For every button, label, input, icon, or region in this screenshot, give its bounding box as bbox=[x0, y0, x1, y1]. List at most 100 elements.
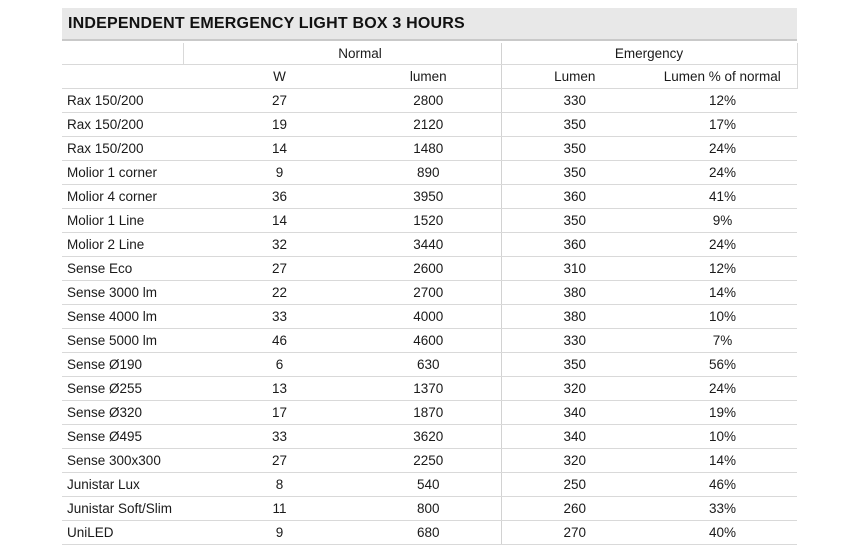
lumen-cell: 4000 bbox=[356, 304, 502, 329]
emergency-lumen-cell: 340 bbox=[500, 424, 649, 449]
table-row: UniLED 9 680 270 40% bbox=[62, 520, 798, 545]
lumen-cell: 2250 bbox=[356, 448, 502, 473]
lumen-cell: 3440 bbox=[356, 232, 502, 257]
table-row: Sense 5000 lm 46 4600 330 7% bbox=[62, 328, 798, 353]
table-row: Sense Ø255 13 1370 320 24% bbox=[62, 376, 798, 401]
watt-cell: 36 bbox=[183, 184, 356, 209]
emergency-lumen-cell: 330 bbox=[500, 328, 649, 353]
lumen-cell: 1480 bbox=[356, 136, 502, 161]
product-name-cell: Sense Ø495 bbox=[62, 424, 183, 449]
col-header-lumen-percent: Lumen % of normal bbox=[648, 64, 798, 89]
table-row: Molior 1 Line 14 1520 350 9% bbox=[62, 208, 798, 233]
table-row: Molior 1 corner 9 890 350 24% bbox=[62, 160, 798, 185]
watt-cell: 14 bbox=[183, 208, 356, 233]
lumen-percent-cell: 12% bbox=[648, 88, 798, 113]
emergency-lumen-cell: 350 bbox=[500, 208, 649, 233]
emergency-lumen-cell: 320 bbox=[500, 448, 649, 473]
emergency-lumen-cell: 310 bbox=[500, 256, 649, 281]
lumen-cell: 2800 bbox=[356, 88, 502, 113]
product-name-cell: Molior 1 Line bbox=[62, 208, 183, 233]
emergency-lumen-cell: 330 bbox=[500, 88, 649, 113]
table-row: Sense Ø190 6 630 350 56% bbox=[62, 352, 798, 377]
table-row: Sense 4000 lm 33 4000 380 10% bbox=[62, 304, 798, 329]
spec-sheet: INDEPENDENT EMERGENCY LIGHT BOX 3 HOURS … bbox=[62, 8, 798, 545]
lumen-cell: 540 bbox=[356, 472, 502, 497]
table-row: Sense Eco 27 2600 310 12% bbox=[62, 256, 798, 281]
lumen-percent-cell: 10% bbox=[648, 304, 798, 329]
emergency-light-table: Normal Emergency W lumen Lumen Lumen % o… bbox=[62, 43, 798, 545]
lumen-percent-cell: 24% bbox=[648, 136, 798, 161]
table-row: Sense 3000 lm 22 2700 380 14% bbox=[62, 280, 798, 305]
col-header-emergency-lumen: Lumen bbox=[500, 64, 649, 89]
table-row: Junistar Lux 8 540 250 46% bbox=[62, 472, 798, 497]
lumen-percent-cell: 10% bbox=[648, 424, 798, 449]
group-header-spacer bbox=[62, 43, 183, 65]
lumen-percent-cell: 46% bbox=[648, 472, 798, 497]
emergency-lumen-cell: 360 bbox=[500, 232, 649, 257]
lumen-cell: 680 bbox=[356, 520, 502, 545]
table-body: Rax 150/200 27 2800 330 12% Rax 150/200 19 2120… bbox=[62, 88, 798, 545]
table-row: Junistar Soft/Slim 11 800 260 33% bbox=[62, 496, 798, 521]
table-row: Molior 4 corner 36 3950 360 41% bbox=[62, 184, 798, 209]
lumen-cell: 2120 bbox=[356, 112, 502, 137]
table-row: Rax 150/200 27 2800 330 12% bbox=[62, 88, 798, 113]
watt-cell: 17 bbox=[183, 400, 356, 425]
emergency-lumen-cell: 350 bbox=[500, 112, 649, 137]
product-name-cell: Rax 150/200 bbox=[62, 88, 183, 113]
emergency-lumen-cell: 320 bbox=[500, 376, 649, 401]
lumen-cell: 1520 bbox=[356, 208, 502, 233]
watt-cell: 27 bbox=[183, 88, 356, 113]
watt-cell: 19 bbox=[183, 112, 356, 137]
product-name-cell: Sense Eco bbox=[62, 256, 183, 281]
emergency-lumen-cell: 380 bbox=[500, 280, 649, 305]
lumen-cell: 3950 bbox=[356, 184, 502, 209]
lumen-percent-cell: 17% bbox=[648, 112, 798, 137]
watt-cell: 8 bbox=[183, 472, 356, 497]
lumen-cell: 2600 bbox=[356, 256, 502, 281]
product-name-cell: UniLED bbox=[62, 520, 183, 545]
lumen-percent-cell: 19% bbox=[648, 400, 798, 425]
product-name-cell: Sense 4000 lm bbox=[62, 304, 183, 329]
lumen-cell: 1370 bbox=[356, 376, 502, 401]
watt-cell: 11 bbox=[183, 496, 356, 521]
col-header-lumen: lumen bbox=[356, 64, 502, 89]
lumen-percent-cell: 7% bbox=[648, 328, 798, 353]
emergency-lumen-cell: 270 bbox=[500, 520, 649, 545]
watt-cell: 32 bbox=[183, 232, 356, 257]
lumen-percent-cell: 24% bbox=[648, 232, 798, 257]
table-row: Sense Ø495 33 3620 340 10% bbox=[62, 424, 798, 449]
watt-cell: 27 bbox=[183, 256, 356, 281]
lumen-percent-cell: 14% bbox=[648, 448, 798, 473]
product-name-cell: Molior 2 Line bbox=[62, 232, 183, 257]
product-name-cell: Junistar Lux bbox=[62, 472, 183, 497]
lumen-percent-cell: 24% bbox=[648, 160, 798, 185]
group-header-emergency: Emergency bbox=[500, 43, 798, 65]
watt-cell: 9 bbox=[183, 520, 356, 545]
lumen-percent-cell: 9% bbox=[648, 208, 798, 233]
product-name-cell: Junistar Soft/Slim bbox=[62, 496, 183, 521]
emergency-lumen-cell: 260 bbox=[500, 496, 649, 521]
emergency-lumen-cell: 380 bbox=[500, 304, 649, 329]
lumen-cell: 4600 bbox=[356, 328, 502, 353]
product-name-cell: Sense 5000 lm bbox=[62, 328, 183, 353]
lumen-cell: 800 bbox=[356, 496, 502, 521]
col-header-product bbox=[62, 64, 183, 89]
emergency-lumen-cell: 250 bbox=[500, 472, 649, 497]
page-title: INDEPENDENT EMERGENCY LIGHT BOX 3 HOURS bbox=[62, 8, 797, 41]
watt-cell: 22 bbox=[183, 280, 356, 305]
watt-cell: 6 bbox=[183, 352, 356, 377]
lumen-percent-cell: 40% bbox=[648, 520, 798, 545]
product-name-cell: Sense 300x300 bbox=[62, 448, 183, 473]
lumen-cell: 3620 bbox=[356, 424, 502, 449]
lumen-percent-cell: 41% bbox=[648, 184, 798, 209]
lumen-percent-cell: 56% bbox=[648, 352, 798, 377]
lumen-percent-cell: 14% bbox=[648, 280, 798, 305]
table-row: Rax 150/200 14 1480 350 24% bbox=[62, 136, 798, 161]
table-row: Rax 150/200 19 2120 350 17% bbox=[62, 112, 798, 137]
column-header-row: W lumen Lumen Lumen % of normal bbox=[62, 64, 798, 89]
emergency-lumen-cell: 350 bbox=[500, 352, 649, 377]
watt-cell: 33 bbox=[183, 304, 356, 329]
emergency-lumen-cell: 350 bbox=[500, 160, 649, 185]
product-name-cell: Sense Ø255 bbox=[62, 376, 183, 401]
group-header-normal: Normal bbox=[182, 43, 502, 65]
